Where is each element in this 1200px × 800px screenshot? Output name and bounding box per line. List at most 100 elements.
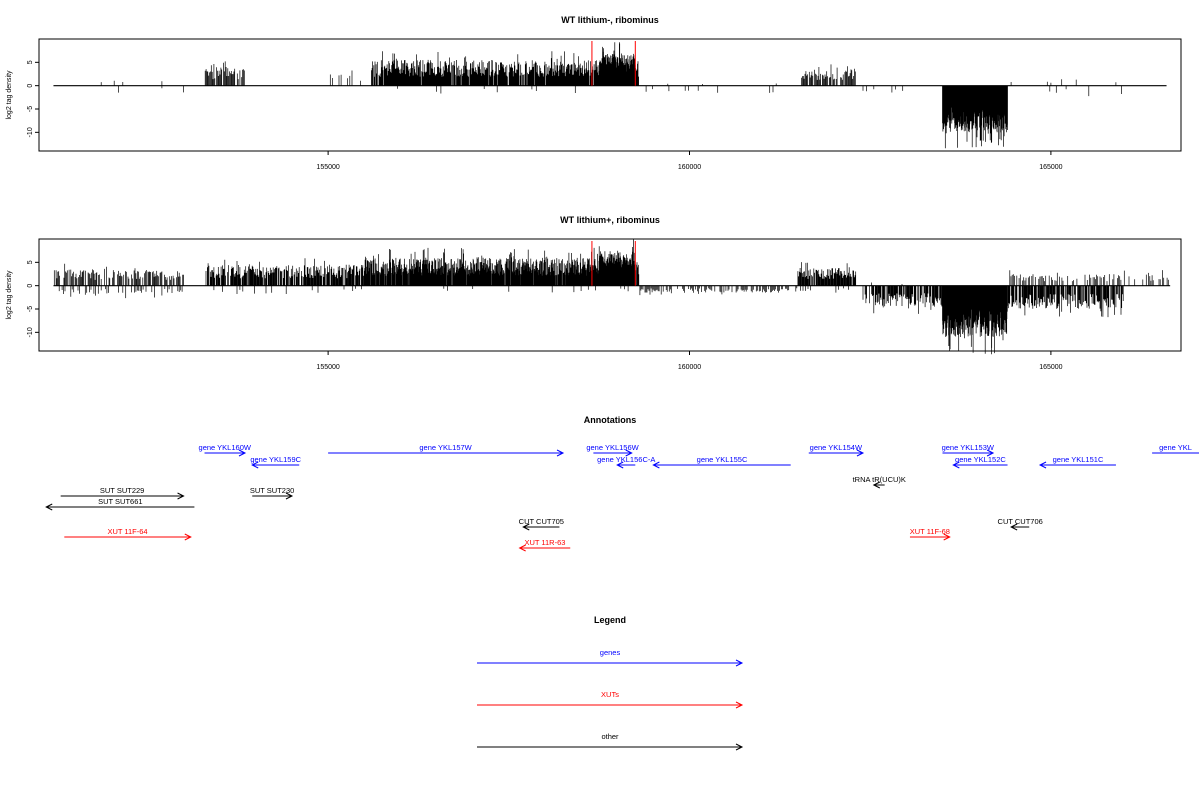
annotation-feature: XUT 11F-64	[64, 527, 192, 541]
density-bar	[100, 42, 1122, 149]
legend-label: other	[601, 732, 619, 741]
annotation-feature: gene YKL155C	[652, 455, 791, 469]
feature-label: gene YKL156W	[586, 443, 639, 452]
feature-label: gene YKL152C	[955, 455, 1006, 464]
y-tick-label: 5	[27, 260, 34, 264]
annotation-feature: gene YKL151C	[1038, 455, 1116, 469]
feature-label: XUT 11R-63	[524, 538, 565, 547]
x-tick-label: 165000	[1039, 364, 1062, 371]
annotation-feature: SUT SUT229	[60, 486, 185, 500]
legend-label: XUTs	[601, 690, 619, 699]
feature-label: gene YKL156C-A	[597, 455, 655, 464]
feature-label: gene YKL154W	[810, 443, 863, 452]
annotation-feature: CUT CUT706	[998, 517, 1043, 531]
y-tick-label: 0	[27, 284, 34, 288]
annotation-feature: gene YKL156C-A	[597, 455, 655, 469]
feature-label: XUT 11F-64	[107, 527, 147, 536]
annotations-title: Annotations	[584, 415, 637, 425]
tag-density-bars	[53, 238, 1171, 355]
track-panel-lithium-plus: WT lithium+, ribominus log2 tag density …	[6, 215, 1182, 371]
panel-title: WT lithium+, ribominus	[560, 215, 660, 225]
annotation-feature: CUT CUT705	[519, 517, 564, 531]
x-tick-label: 155000	[316, 364, 339, 371]
strand-arrow	[238, 449, 247, 457]
feature-label: CUT CUT705	[519, 517, 564, 526]
legend-arrow	[735, 701, 744, 709]
annotation-feature: SUT SUT230	[250, 486, 294, 500]
y-axis-label: log2 tag density	[6, 70, 13, 120]
legend-entries: genes XUTs other	[477, 648, 744, 751]
feature-label: SUT SUT661	[98, 497, 142, 506]
axes: 5 0 -5 -10 155000 160000 165000	[27, 60, 1063, 171]
strand-arrow	[943, 533, 951, 541]
feature-label: tRNA tR(UCU)K	[853, 475, 906, 484]
feature-label: XUT 11F-68	[910, 527, 950, 536]
strand-arrow	[251, 461, 259, 469]
y-tick-label: -5	[27, 106, 34, 112]
axes: 5 0 -5 -10 155000 160000 165000	[27, 260, 1063, 371]
feature-label: gene YKL153W	[942, 443, 995, 452]
annotation-feature: XUT 11R-63	[518, 538, 571, 552]
strand-arrow	[285, 492, 294, 500]
strand-arrow	[177, 492, 185, 500]
legend-entry: XUTs	[477, 690, 744, 709]
annotation-feature: gene YKL159C	[250, 455, 302, 469]
annotation-feature: gene YKL152C	[952, 455, 1008, 469]
plot-frame	[38, 238, 1182, 352]
annotation-feature: gene YKL156W	[586, 443, 640, 457]
feature-label: gene YKL151C	[1053, 455, 1104, 464]
strand-arrow	[625, 449, 633, 457]
feature-label: CUT CUT706	[998, 517, 1043, 526]
legend: Legend genes XUTs other	[477, 615, 744, 751]
feature-label: gene YKL160W	[199, 443, 252, 452]
feature-label: SUT SUT229	[100, 486, 144, 495]
strand-arrow	[952, 461, 960, 469]
feature-label: gene YKL159C	[250, 455, 301, 464]
y-tick-label: 5	[27, 60, 34, 64]
strand-arrow	[872, 481, 881, 489]
y-tick-label: -10	[27, 127, 34, 137]
annotation-feature: gene YKL160W	[199, 443, 252, 457]
plot-frame	[38, 38, 1182, 152]
strand-arrow	[652, 461, 660, 469]
strand-arrow	[556, 449, 565, 457]
strand-arrow	[45, 503, 53, 511]
y-axis-label: log2 tag density	[6, 270, 13, 320]
annotation-feature: gene YKL	[1152, 443, 1199, 454]
track-panel-lithium-minus: WT lithium-, ribominus log2 tag density …	[6, 15, 1182, 171]
strand-arrow	[1038, 461, 1047, 469]
feature-label: gene YKL155C	[697, 455, 748, 464]
annotation-feature: tRNA tR(UCU)K	[853, 475, 906, 489]
legend-arrow	[735, 659, 744, 667]
annotation-feature: gene YKL153W	[942, 443, 995, 457]
x-tick-label: 155000	[316, 164, 339, 171]
strand-arrow	[616, 461, 624, 469]
y-tick-label: 0	[27, 84, 34, 88]
panel-title: WT lithium-, ribominus	[561, 15, 659, 25]
annotation-features: gene YKL160W gene YKL159C gene YKL157W gene…	[45, 443, 1199, 552]
strand-arrow	[522, 523, 530, 531]
legend-entry: other	[477, 732, 744, 751]
strand-arrow	[856, 449, 865, 457]
legend-title: Legend	[594, 615, 626, 625]
tag-density-bars	[53, 41, 1167, 149]
x-tick-label: 165000	[1039, 164, 1062, 171]
annotation-feature: gene YKL157W	[328, 443, 565, 457]
legend-entry: genes	[477, 648, 744, 667]
feature-label: SUT SUT230	[250, 486, 294, 495]
strand-arrow	[184, 533, 192, 541]
x-tick-label: 160000	[678, 164, 701, 171]
strand-arrow	[986, 449, 995, 457]
legend-label: genes	[600, 648, 621, 657]
feature-label: gene YKL	[1159, 443, 1192, 452]
y-tick-label: -10	[27, 327, 34, 337]
annotation-feature: SUT SUT661	[45, 497, 195, 511]
x-tick-label: 160000	[678, 364, 701, 371]
density-bar	[53, 238, 1169, 355]
feature-label: gene YKL157W	[419, 443, 472, 452]
y-tick-label: -5	[27, 306, 34, 312]
strand-arrow	[1010, 523, 1018, 531]
annotation-feature: XUT 11F-68	[910, 527, 951, 541]
